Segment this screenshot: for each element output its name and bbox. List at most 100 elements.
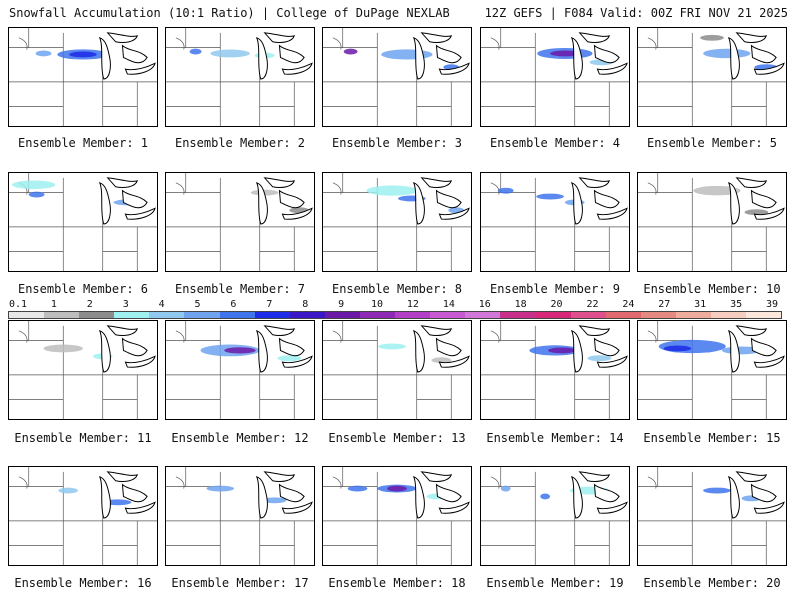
ensemble-member-label: Ensemble Member: 18 (328, 576, 466, 590)
snowfall-map (9, 173, 157, 271)
colorbar-swatch (570, 312, 606, 318)
snowfall-contour (262, 497, 287, 504)
snowfall-contour (431, 357, 452, 364)
great-lakes (412, 177, 470, 225)
state-borders (323, 28, 471, 126)
great-lakes (98, 471, 156, 519)
colorbar-tick-label: 18 (514, 299, 527, 310)
snowfall-map (638, 173, 786, 271)
snowfall-contour (58, 487, 79, 494)
ensemble-member-label: Ensemble Member: 6 (17, 282, 149, 296)
ensemble-map-panel (637, 172, 787, 272)
colorbar-tick-label: 0.1 (8, 299, 28, 310)
ensemble-member-label: Ensemble Member: 5 (646, 136, 778, 150)
snowfall-shading (703, 487, 762, 502)
snowfall-contour (387, 485, 407, 492)
state-borders (9, 321, 157, 419)
snowfall-map (638, 467, 786, 565)
great-lakes (570, 32, 628, 80)
ensemble-map-panel (637, 27, 787, 127)
snowfall-contour (210, 49, 250, 58)
snowfall-map (166, 28, 314, 126)
snowfall-map (481, 173, 629, 271)
ensemble-member-label: Ensemble Member: 8 (331, 282, 463, 296)
colorbar-tick-label: 14 (442, 299, 455, 310)
ensemble-map-panel (480, 27, 630, 127)
snowfall-contour (69, 51, 97, 58)
great-lakes (570, 471, 628, 519)
great-lakes (255, 32, 313, 80)
great-lakes (727, 32, 785, 80)
state-borders (481, 28, 629, 126)
snowfall-shading (347, 484, 447, 500)
snowfall-contour (189, 48, 202, 55)
colorbar-tick-label: 5 (194, 299, 201, 310)
snowfall-map (638, 28, 786, 126)
colorbar-tick-label: 35 (730, 299, 743, 310)
ensemble-member-label: Ensemble Member: 3 (331, 136, 463, 150)
ensemble-map-panel (165, 27, 315, 127)
snowfall-contour (536, 193, 564, 200)
snowfall-shading (693, 185, 769, 216)
ensemble-map-panel (8, 172, 158, 272)
ensemble-map-panel (8, 466, 158, 566)
snowfall-shading (529, 345, 612, 362)
map-title: Snowfall Accumulation (10:1 Ratio) | Col… (9, 6, 450, 20)
great-lakes (255, 325, 313, 373)
great-lakes (255, 471, 313, 519)
ensemble-map-panel (165, 320, 315, 420)
state-borders (481, 467, 629, 565)
ensemble-member-label: Ensemble Member: 15 (643, 431, 781, 445)
snowfall-contour (343, 48, 358, 55)
great-lakes (412, 471, 470, 519)
snowfall-contour (224, 347, 256, 354)
colorbar-tick-label: 9 (338, 299, 345, 310)
colorbar-tick-label: 24 (622, 299, 635, 310)
snowfall-contour (277, 355, 302, 362)
colorbar-swatch (79, 312, 115, 318)
colorbar-swatch (605, 312, 641, 318)
snowfall-contour (693, 185, 741, 196)
snowfall-shading (378, 343, 452, 364)
snowfall-map (323, 28, 471, 126)
great-lakes (727, 325, 785, 373)
colorbar-swatch (184, 312, 220, 318)
colorbar-swatch (395, 312, 431, 318)
snowfall-contour (703, 48, 751, 59)
state-borders (9, 467, 157, 565)
colorbar-swatch (675, 312, 711, 318)
state-borders (323, 467, 471, 565)
ensemble-member-label: Ensemble Member: 13 (328, 431, 466, 445)
great-lakes (98, 177, 156, 225)
ensemble-member-label: Ensemble Member: 12 (171, 431, 309, 445)
snowfall-contour (347, 485, 368, 492)
colorbar-tick-label: 31 (694, 299, 707, 310)
snowfall-shading (58, 487, 132, 506)
colorbar-tick-label: 22 (586, 299, 599, 310)
ensemble-map-panel (8, 27, 158, 127)
ensemble-member-label: Ensemble Member: 14 (486, 431, 624, 445)
colorbar-swatch (289, 312, 325, 318)
colorbar-swatch (114, 312, 150, 318)
ensemble-map-panel (8, 320, 158, 420)
snowfall-map (481, 321, 629, 419)
colorbar-swatch (44, 312, 80, 318)
colorbar-tick-label: 10 (371, 299, 384, 310)
colorbar-swatch (359, 312, 396, 318)
snowfall-contour (378, 343, 406, 350)
snowfall-shading (35, 49, 109, 60)
ensemble-map-panel (480, 320, 630, 420)
great-lakes (570, 325, 628, 373)
great-lakes (98, 32, 156, 80)
ensemble-map-panel (637, 320, 787, 420)
great-lakes (255, 177, 313, 225)
colorbar-swatch (500, 312, 536, 318)
snowfall-contour (381, 49, 433, 60)
snowfall-contour (35, 50, 52, 57)
ensemble-member-label: Ensemble Member: 7 (174, 282, 306, 296)
colorbar-tick-label: 3 (122, 299, 129, 310)
state-borders (166, 173, 314, 271)
ensemble-member-label: Ensemble Member: 19 (486, 576, 624, 590)
colorbar-swatch (745, 312, 782, 318)
snowfall-contour (497, 187, 514, 194)
